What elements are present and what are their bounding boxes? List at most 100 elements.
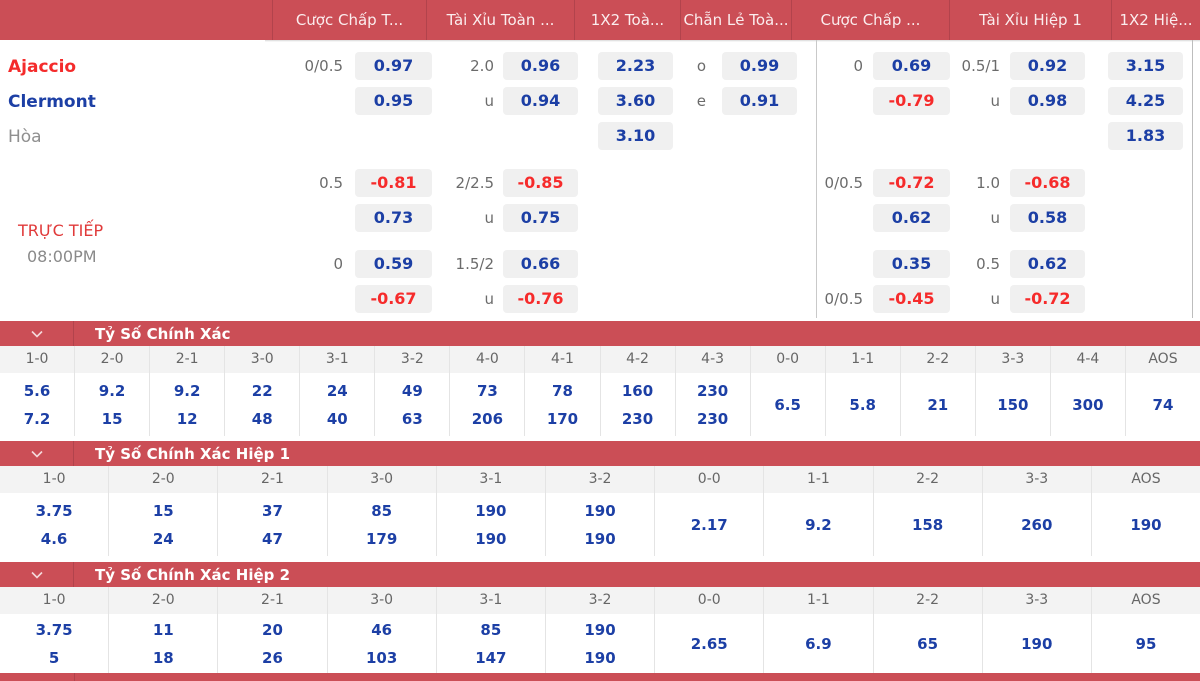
score-odd[interactable]: 206 xyxy=(471,409,504,428)
score-odd[interactable]: 15 xyxy=(101,409,123,428)
odd-button[interactable]: 0.62 xyxy=(1010,250,1085,278)
odd-button[interactable]: 3.10 xyxy=(598,122,673,150)
odd-button[interactable]: 3.15 xyxy=(1108,52,1183,80)
odd-button[interactable]: 0.75 xyxy=(503,204,578,232)
score-odd[interactable]: 5 xyxy=(48,649,60,667)
score-odd[interactable]: 24 xyxy=(152,529,174,548)
odd-button[interactable]: -0.76 xyxy=(503,285,578,313)
score-odd[interactable]: 230 xyxy=(621,409,654,428)
score-odd[interactable]: 230 xyxy=(696,381,729,400)
score-odd[interactable]: 158 xyxy=(911,515,944,534)
score-odd[interactable]: 21 xyxy=(927,395,949,414)
score-odd[interactable]: 15 xyxy=(152,501,174,520)
odd-button[interactable]: 0.92 xyxy=(1010,52,1085,80)
odd-button[interactable]: -0.67 xyxy=(355,285,432,313)
score-odd[interactable]: 190 xyxy=(1021,635,1053,653)
score-odd[interactable]: 63 xyxy=(401,409,423,428)
odd-button[interactable]: 0.35 xyxy=(873,250,950,278)
score-odd[interactable]: 5.8 xyxy=(849,395,876,414)
score-odd[interactable]: 6.5 xyxy=(774,395,801,414)
odd-button[interactable]: -0.85 xyxy=(503,169,578,197)
score-odd[interactable]: 103 xyxy=(366,649,398,667)
score-odd[interactable]: 12 xyxy=(176,409,198,428)
score-odd[interactable]: 190 xyxy=(584,529,616,548)
score-odd[interactable]: 24 xyxy=(326,381,348,400)
score-odd[interactable]: 73 xyxy=(476,381,498,400)
odd-button[interactable]: 0.96 xyxy=(503,52,578,80)
odd-button[interactable]: -0.68 xyxy=(1010,169,1085,197)
odd-button[interactable]: -0.72 xyxy=(1010,285,1085,313)
score-odd[interactable]: 6.9 xyxy=(805,635,832,653)
score-odd[interactable]: 190 xyxy=(584,621,616,639)
score-odd[interactable]: 3.75 xyxy=(35,501,73,520)
score-odd[interactable]: 150 xyxy=(997,395,1029,414)
odd-button[interactable]: 3.60 xyxy=(598,87,673,115)
score-odd[interactable]: 65 xyxy=(917,635,939,653)
odd-button[interactable]: 0.69 xyxy=(873,52,950,80)
score-odd[interactable]: 260 xyxy=(1021,515,1053,534)
score-odd[interactable]: 40 xyxy=(326,409,348,428)
section-header-bar[interactable]: Tỷ Số Chính Xác Hiệp 2 xyxy=(0,562,1200,587)
score-odd[interactable]: 20 xyxy=(262,621,283,639)
score-odd[interactable]: 9.2 xyxy=(173,381,201,400)
score-odd[interactable]: 85 xyxy=(480,621,502,639)
odd-button[interactable]: -0.45 xyxy=(873,285,950,313)
score-odd[interactable]: 147 xyxy=(475,649,507,667)
score-odd[interactable]: 190 xyxy=(1130,515,1162,534)
score-odd[interactable]: 46 xyxy=(371,621,393,639)
score-odd[interactable]: 22 xyxy=(251,381,273,400)
score-odd[interactable]: 190 xyxy=(475,529,507,548)
score-odd[interactable]: 78 xyxy=(552,381,573,400)
score-odd[interactable]: 95 xyxy=(1135,635,1157,653)
score-odd[interactable]: 9.2 xyxy=(805,515,832,534)
score-odd[interactable]: 47 xyxy=(262,529,283,548)
odd-button[interactable]: 0.62 xyxy=(873,204,950,232)
odd-button[interactable]: 0.95 xyxy=(355,87,432,115)
score-odd[interactable]: 190 xyxy=(475,501,507,520)
score-odd[interactable]: 170 xyxy=(546,409,579,428)
odd-button[interactable]: 0.58 xyxy=(1010,204,1085,232)
odd-button[interactable]: 0.66 xyxy=(503,250,578,278)
score-odd[interactable]: 179 xyxy=(366,529,398,548)
score-odd[interactable]: 160 xyxy=(621,381,654,400)
score-odd[interactable]: 7.2 xyxy=(23,409,51,428)
score-odd[interactable]: 74 xyxy=(1152,395,1174,414)
score-label: 3-1 xyxy=(300,346,375,373)
odd-button[interactable]: 0.94 xyxy=(503,87,578,115)
score-odd[interactable]: 18 xyxy=(152,649,174,667)
score-odd[interactable]: 49 xyxy=(401,381,423,400)
score-odd[interactable]: 26 xyxy=(262,649,283,667)
odd-button[interactable]: 0.59 xyxy=(355,250,432,278)
section-header-bar[interactable]: Tỷ Số Chính Xác Hiệp 1 xyxy=(0,441,1200,466)
score-odd[interactable]: 9.2 xyxy=(98,381,126,400)
odd-button[interactable]: -0.72 xyxy=(873,169,950,197)
score-odd[interactable]: 2.65 xyxy=(690,635,728,653)
odd-button[interactable]: -0.81 xyxy=(355,169,432,197)
odd-button[interactable]: -0.79 xyxy=(873,87,950,115)
collapse-toggle[interactable] xyxy=(0,441,74,466)
odd-button[interactable]: 4.25 xyxy=(1108,87,1183,115)
next-section-bar[interactable] xyxy=(0,673,1200,681)
collapse-toggle[interactable] xyxy=(0,562,74,587)
odd-button[interactable]: 0.99 xyxy=(722,52,797,80)
score-odd[interactable]: 11 xyxy=(152,621,174,639)
score-odd[interactable]: 230 xyxy=(696,409,729,428)
odd-button[interactable]: 0.91 xyxy=(722,87,797,115)
odd-button[interactable]: 2.23 xyxy=(598,52,673,80)
score-odd[interactable]: 4.6 xyxy=(40,529,68,548)
odd-button[interactable]: 1.83 xyxy=(1108,122,1183,150)
odd-button[interactable]: 0.97 xyxy=(355,52,432,80)
odd-button[interactable]: 0.98 xyxy=(1010,87,1085,115)
section-header-bar[interactable]: Tỷ Số Chính Xác xyxy=(0,321,1200,346)
score-odd[interactable]: 85 xyxy=(371,501,393,520)
score-odd[interactable]: 300 xyxy=(1072,395,1104,414)
odd-button[interactable]: 0.73 xyxy=(355,204,432,232)
score-odd[interactable]: 5.6 xyxy=(23,381,51,400)
score-odd[interactable]: 3.75 xyxy=(35,621,73,639)
score-odd[interactable]: 2.17 xyxy=(690,515,728,534)
score-odd[interactable]: 190 xyxy=(584,501,616,520)
score-odd[interactable]: 37 xyxy=(262,501,283,520)
score-odd[interactable]: 190 xyxy=(584,649,616,667)
score-odd[interactable]: 48 xyxy=(251,409,273,428)
collapse-toggle[interactable] xyxy=(0,321,74,346)
